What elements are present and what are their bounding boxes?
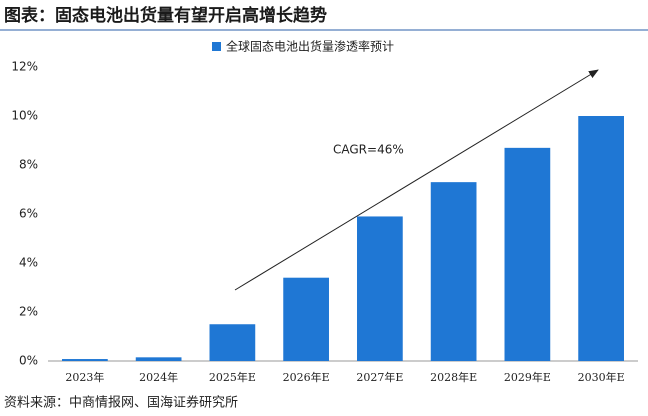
x-tick-label: 2028年E	[430, 370, 477, 384]
bar	[430, 182, 477, 361]
legend-swatch	[212, 42, 221, 51]
x-tick-label: 2029年E	[504, 370, 551, 384]
y-tick-label: 4%	[19, 256, 38, 270]
y-tick-label: 2%	[19, 305, 38, 319]
legend-label: 全球固态电池出货量渗透率预计	[226, 39, 394, 54]
x-tick-label: 2030年E	[578, 370, 625, 384]
x-tick-label: 2025年E	[209, 370, 256, 384]
x-tick-label: 2026年E	[283, 370, 330, 384]
bar	[62, 359, 108, 361]
y-tick-label: 6%	[19, 207, 38, 221]
x-tick-label: 2027年E	[356, 370, 403, 384]
bar	[283, 277, 329, 361]
bar	[209, 324, 256, 361]
source: 资料来源：中商情报网、国海证券研究所	[4, 395, 238, 411]
bar	[135, 357, 182, 361]
bar	[578, 116, 624, 361]
y-tick-label: 8%	[19, 158, 38, 172]
y-tick-label: 0%	[19, 354, 38, 368]
trend-arrow	[234, 69, 599, 291]
bar	[357, 216, 403, 361]
y-tick-label: 12%	[11, 60, 38, 74]
y-tick-label: 10%	[11, 109, 38, 123]
chart-title: 图表：固态电池出货量有望开启高增长趋势	[4, 5, 327, 26]
x-tick-label: 2024年	[139, 370, 178, 384]
annotation: CAGR=46%	[333, 143, 404, 157]
bar	[504, 147, 551, 361]
x-tick-label: 2023年	[65, 370, 104, 384]
